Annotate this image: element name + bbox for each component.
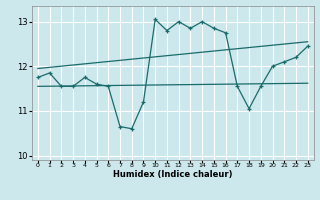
X-axis label: Humidex (Indice chaleur): Humidex (Indice chaleur) bbox=[113, 170, 233, 179]
